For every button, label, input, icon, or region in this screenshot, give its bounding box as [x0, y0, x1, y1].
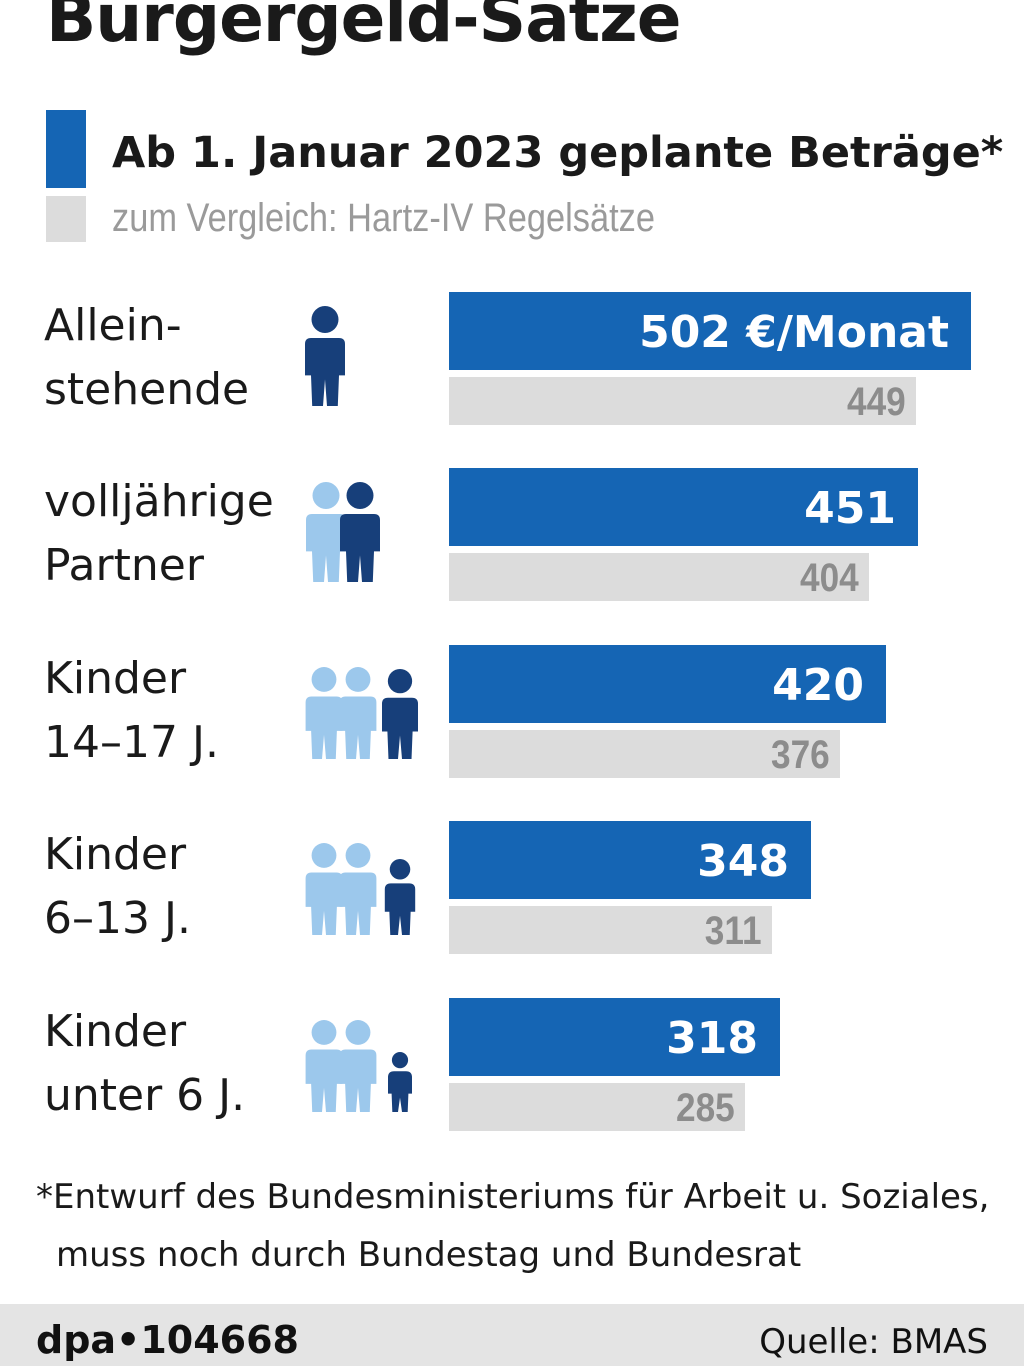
category-label: Kinder 14–17 J. [44, 647, 219, 775]
people-icon-group [305, 667, 418, 759]
bar-hartz-iv: 311 [449, 906, 772, 954]
bar-hartz-iv: 285 [449, 1083, 745, 1131]
people-icon-group [305, 306, 345, 406]
legend-label-new: Ab 1. Januar 2023 geplante Beträge* [112, 128, 1004, 178]
legend-swatch-new [46, 110, 86, 188]
bar-value-label: 449 [847, 380, 906, 424]
footer: dpa•104668 Quelle: BMAS [0, 1304, 1024, 1366]
bar-value-label: 451 [804, 483, 896, 534]
category-label-line-1: Kinder [44, 829, 187, 880]
adult-icon [339, 667, 377, 759]
category-label-line-1: Kinder [44, 1006, 187, 1057]
child-icon [384, 859, 416, 935]
toddler-icon [388, 1052, 412, 1112]
category-label-line-2: 6–13 J. [44, 893, 191, 944]
dpa-credit: dpa•104668 [36, 1318, 299, 1362]
chart-title: Bürgergeld-Sätze [46, 0, 681, 57]
adult-icon [305, 843, 343, 935]
bar-value-label: 318 [666, 1013, 758, 1064]
adult-icon [339, 843, 377, 935]
bar-value-label: 311 [705, 909, 762, 953]
bar-value-label: 502 €/Monat [639, 307, 949, 358]
bar-buergergeld: 420 [449, 645, 886, 723]
bar-value-label: 404 [800, 556, 859, 600]
category-label: Kinder unter 6 J. [44, 1000, 245, 1128]
people-icon-group [305, 843, 416, 935]
bar-buergergeld: 502 €/Monat [449, 292, 971, 370]
adult-icon [305, 667, 343, 759]
category-label-line-1: Allein- [44, 300, 182, 351]
bar-hartz-iv: 376 [449, 730, 840, 778]
adult-icon [305, 306, 345, 406]
bar-buergergeld: 348 [449, 821, 811, 899]
category-label: Kinder 6–13 J. [44, 823, 191, 951]
people-icon-group [305, 1020, 412, 1112]
adult-icon [339, 1020, 377, 1112]
source-label: Quelle: BMAS [759, 1322, 988, 1362]
footnote: *Entwurf des Bundesministeriums für Arbe… [36, 1168, 989, 1284]
adult-icon [306, 482, 346, 582]
footnote-line-1: *Entwurf des Bundesministeriums für Arbe… [36, 1177, 990, 1217]
bar-buergergeld: 451 [449, 468, 918, 546]
legend-label-old: zum Vergleich: Hartz-IV Regelsätze [112, 196, 655, 240]
category-label-line-2: 14–17 J. [44, 717, 219, 768]
legend-swatch-old [46, 196, 86, 242]
adult-icon [340, 482, 380, 582]
bar-buergergeld: 318 [449, 998, 780, 1076]
adult-icon [305, 1020, 343, 1112]
category-label-line-2: unter 6 J. [44, 1070, 246, 1121]
category-label-line-2: Partner [44, 540, 204, 591]
bar-value-label: 348 [697, 836, 789, 887]
category-label-line-1: volljährige [44, 476, 274, 527]
bar-hartz-iv: 404 [449, 553, 869, 601]
category-label: Allein-stehende [44, 294, 249, 422]
teen-icon [382, 669, 418, 759]
people-icon-group [306, 482, 380, 582]
bar-value-label: 285 [676, 1086, 735, 1130]
category-label: volljährige Partner [44, 470, 274, 598]
bar-hartz-iv: 449 [449, 377, 916, 425]
category-label-line-1: Kinder [44, 653, 187, 704]
category-label-line-2: stehende [44, 364, 250, 415]
bar-value-label: 376 [771, 733, 830, 777]
footnote-line-2: muss noch durch Bundestag und Bundesrat [56, 1235, 802, 1275]
bar-value-label: 420 [772, 660, 864, 711]
